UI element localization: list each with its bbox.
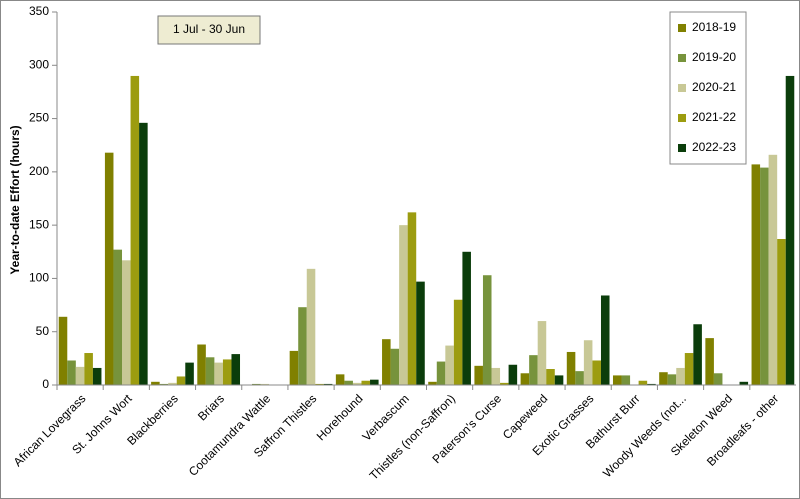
bar — [546, 369, 555, 385]
bar — [583, 340, 593, 385]
bar — [684, 353, 694, 385]
bar — [252, 383, 261, 385]
y-tick-label: 100 — [29, 271, 49, 285]
bar — [104, 152, 114, 385]
y-tick-label: 200 — [29, 164, 49, 178]
annotation-box — [157, 15, 261, 45]
legend-swatch — [678, 84, 686, 92]
bar — [382, 339, 391, 385]
bar — [75, 366, 85, 385]
bar — [453, 299, 463, 385]
y-tick-label: 250 — [29, 111, 49, 125]
bar — [370, 379, 379, 385]
bar — [474, 365, 483, 385]
bar — [785, 75, 795, 385]
bar — [554, 375, 564, 385]
legend-label: 2019-20 — [692, 50, 736, 64]
y-tick-label: 300 — [29, 57, 49, 71]
bar — [751, 164, 761, 385]
bar — [520, 373, 530, 385]
bar — [416, 281, 425, 385]
bar — [667, 374, 677, 385]
bar — [214, 362, 223, 385]
bar — [508, 364, 518, 385]
annotation: 1 Jul - 30 Jun — [173, 22, 245, 36]
bar — [67, 360, 76, 385]
bar — [113, 249, 123, 385]
bar — [197, 344, 206, 385]
bar — [260, 383, 270, 385]
bar — [361, 380, 371, 385]
y-axis-title: Year-to-date Effort (hours) — [8, 125, 22, 274]
legend-swatch — [678, 144, 686, 152]
bar — [428, 381, 437, 385]
bar — [139, 122, 148, 385]
bar — [575, 371, 584, 385]
bar — [462, 251, 471, 385]
bar — [122, 260, 131, 385]
bar — [491, 367, 501, 385]
bar — [306, 268, 316, 385]
bar — [566, 351, 576, 385]
bar — [600, 295, 610, 385]
bar — [92, 367, 102, 385]
legend-swatch — [678, 24, 686, 32]
legend-swatch — [678, 54, 686, 62]
bar — [315, 383, 324, 385]
bar — [205, 357, 215, 385]
bar — [592, 360, 601, 385]
bar — [289, 350, 299, 385]
bar — [151, 381, 160, 385]
legend-swatch — [678, 114, 686, 122]
bar — [500, 382, 509, 385]
bar — [185, 362, 194, 385]
bar — [760, 167, 769, 385]
bar — [436, 361, 446, 385]
bar — [713, 373, 723, 385]
bar — [529, 355, 538, 385]
bar — [445, 345, 454, 385]
legend-label: 2018-19 — [692, 20, 736, 34]
bar — [352, 382, 362, 385]
bar — [130, 75, 140, 385]
bar — [58, 316, 68, 385]
bar — [659, 372, 668, 385]
bar — [222, 359, 232, 385]
bar — [399, 225, 408, 385]
legend-label: 2020-21 — [692, 80, 736, 94]
bar — [739, 381, 749, 385]
bar — [176, 376, 186, 385]
bar — [84, 353, 93, 385]
bar — [298, 307, 307, 385]
bar — [537, 321, 547, 385]
legend-label: 2022-23 — [692, 140, 736, 154]
bar — [768, 154, 778, 385]
bar — [693, 324, 702, 385]
y-tick-label: 150 — [29, 217, 49, 231]
bar — [482, 275, 492, 385]
bar — [168, 382, 177, 385]
bar — [621, 375, 631, 385]
bar — [407, 212, 417, 385]
y-tick-label: 50 — [36, 324, 50, 338]
bar — [612, 375, 622, 385]
y-tick-label: 350 — [29, 4, 49, 18]
bar — [335, 374, 345, 385]
bar — [647, 383, 656, 385]
bar — [390, 348, 400, 385]
bar — [231, 354, 241, 385]
bar — [705, 338, 714, 385]
bar — [159, 383, 169, 385]
bar — [676, 367, 685, 385]
bar — [323, 383, 333, 385]
bar — [777, 238, 786, 385]
bar — [344, 380, 353, 385]
bar — [638, 380, 648, 385]
legend-label: 2021-22 — [692, 110, 736, 124]
y-tick-label: 0 — [42, 377, 49, 391]
